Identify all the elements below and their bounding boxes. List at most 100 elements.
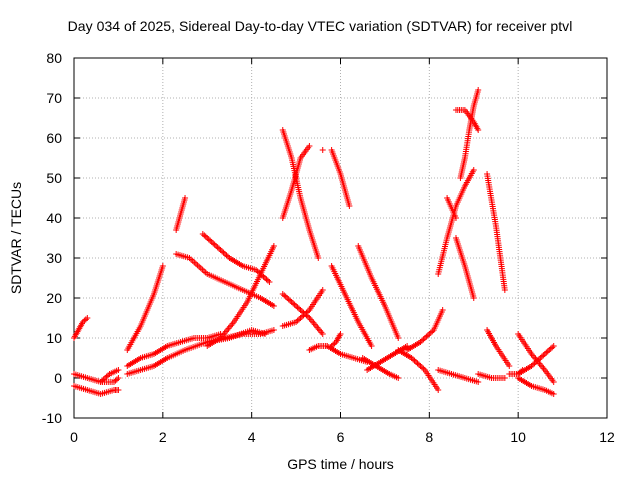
data-point-marker bbox=[426, 331, 433, 337]
tick-marks bbox=[73, 57, 608, 419]
data-point-marker bbox=[261, 275, 268, 281]
y-tick-label: 10 bbox=[46, 330, 62, 346]
data-points bbox=[71, 87, 557, 397]
series-arc-33 bbox=[444, 195, 459, 221]
y-tick-label: 50 bbox=[46, 170, 62, 186]
data-point-marker bbox=[413, 359, 420, 365]
series-arc-17 bbox=[306, 343, 331, 353]
data-point-marker bbox=[110, 379, 117, 385]
series-arc-12 bbox=[204, 327, 277, 345]
data-point-marker bbox=[290, 300, 297, 307]
data-point-marker bbox=[304, 313, 311, 320]
series-arc-22 bbox=[328, 263, 375, 349]
y-tick-label: 70 bbox=[46, 90, 62, 106]
data-point-marker bbox=[470, 167, 477, 173]
series-arc-26 bbox=[395, 347, 442, 393]
data-point-marker bbox=[254, 268, 261, 275]
data-point-marker bbox=[219, 248, 226, 255]
data-point-marker bbox=[263, 276, 270, 283]
data-point-marker bbox=[282, 293, 289, 300]
data-point-marker bbox=[222, 251, 229, 257]
data-point-marker bbox=[115, 387, 122, 393]
data-point-marker bbox=[270, 303, 277, 309]
data-point-marker bbox=[418, 337, 425, 344]
series-arc-28 bbox=[435, 367, 482, 385]
data-point-marker bbox=[423, 333, 430, 340]
y-tick-label: 20 bbox=[46, 290, 62, 306]
data-point-marker bbox=[300, 312, 307, 319]
data-point-marker bbox=[408, 355, 415, 361]
y-tick-label: 30 bbox=[46, 250, 62, 266]
data-point-marker bbox=[420, 365, 427, 372]
data-point-marker bbox=[284, 295, 291, 301]
data-point-marker bbox=[550, 379, 557, 385]
data-point-marker bbox=[99, 377, 106, 384]
data-point-marker bbox=[531, 360, 538, 367]
data-point-marker bbox=[112, 377, 119, 384]
data-point-marker bbox=[328, 343, 335, 349]
series-arc-06 bbox=[124, 331, 224, 369]
data-point-marker bbox=[266, 279, 273, 285]
data-point-marker bbox=[411, 357, 418, 364]
data-point-marker bbox=[97, 379, 104, 385]
data-point-marker bbox=[270, 327, 277, 333]
series-arc-09 bbox=[173, 251, 277, 309]
series-arc-01 bbox=[71, 315, 91, 341]
data-point-marker bbox=[297, 307, 304, 313]
data-point-marker bbox=[535, 356, 542, 363]
y-axis-label: SDTVAR / TECUs bbox=[8, 181, 24, 295]
data-point-marker bbox=[103, 373, 110, 380]
x-tick-label: 10 bbox=[510, 429, 526, 445]
data-point-marker bbox=[291, 301, 298, 308]
data-point-marker bbox=[288, 299, 295, 305]
data-point-marker bbox=[211, 241, 218, 248]
data-point-marker bbox=[420, 336, 427, 343]
data-point-marker bbox=[424, 332, 431, 339]
x-tick-label: 8 bbox=[425, 429, 433, 445]
data-point-marker bbox=[410, 356, 417, 363]
data-point-marker bbox=[475, 87, 482, 93]
data-point-marker bbox=[538, 353, 545, 360]
data-point-marker bbox=[368, 343, 375, 349]
data-point-marker bbox=[417, 339, 424, 345]
data-point-marker bbox=[279, 291, 286, 297]
data-point-marker bbox=[303, 309, 310, 316]
data-point-marker bbox=[294, 317, 301, 324]
data-point-marker bbox=[294, 304, 301, 311]
data-point-marker bbox=[543, 349, 550, 356]
data-point-marker bbox=[529, 361, 536, 368]
data-point-marker bbox=[414, 360, 421, 367]
x-tick-label: 0 bbox=[70, 429, 78, 445]
data-point-marker bbox=[506, 363, 513, 369]
series-arc-29 bbox=[435, 167, 477, 277]
data-point-marker bbox=[537, 355, 544, 361]
series-arc-13 bbox=[279, 127, 322, 261]
data-point-marker bbox=[208, 239, 215, 245]
data-point-marker bbox=[304, 308, 311, 315]
chart-title: Day 034 of 2025, Sidereal Day-to-day VTE… bbox=[67, 18, 573, 34]
data-point-marker bbox=[452, 215, 459, 221]
data-point-marker bbox=[214, 244, 221, 251]
data-point-marker bbox=[301, 311, 308, 317]
data-point-marker bbox=[224, 253, 231, 260]
data-point-marker bbox=[264, 277, 271, 284]
x-tick-label: 4 bbox=[248, 429, 256, 445]
data-point-marker bbox=[337, 331, 344, 337]
series-arc-08 bbox=[173, 195, 189, 233]
data-point-marker bbox=[415, 361, 422, 368]
data-point-marker bbox=[102, 375, 109, 381]
data-point-marker bbox=[475, 379, 482, 385]
data-point-marker bbox=[547, 345, 554, 352]
data-point-marker bbox=[315, 255, 322, 261]
data-point-marker bbox=[182, 195, 189, 201]
data-point-marker bbox=[544, 348, 551, 355]
data-point-marker bbox=[330, 341, 337, 348]
series-arc-25 bbox=[364, 343, 411, 373]
x-tick-label: 2 bbox=[159, 429, 167, 445]
series-arc-35 bbox=[484, 171, 508, 293]
series-arc-27 bbox=[404, 307, 446, 353]
data-point-marker bbox=[418, 364, 425, 371]
data-point-marker bbox=[202, 233, 209, 240]
data-point-marker bbox=[296, 305, 303, 312]
